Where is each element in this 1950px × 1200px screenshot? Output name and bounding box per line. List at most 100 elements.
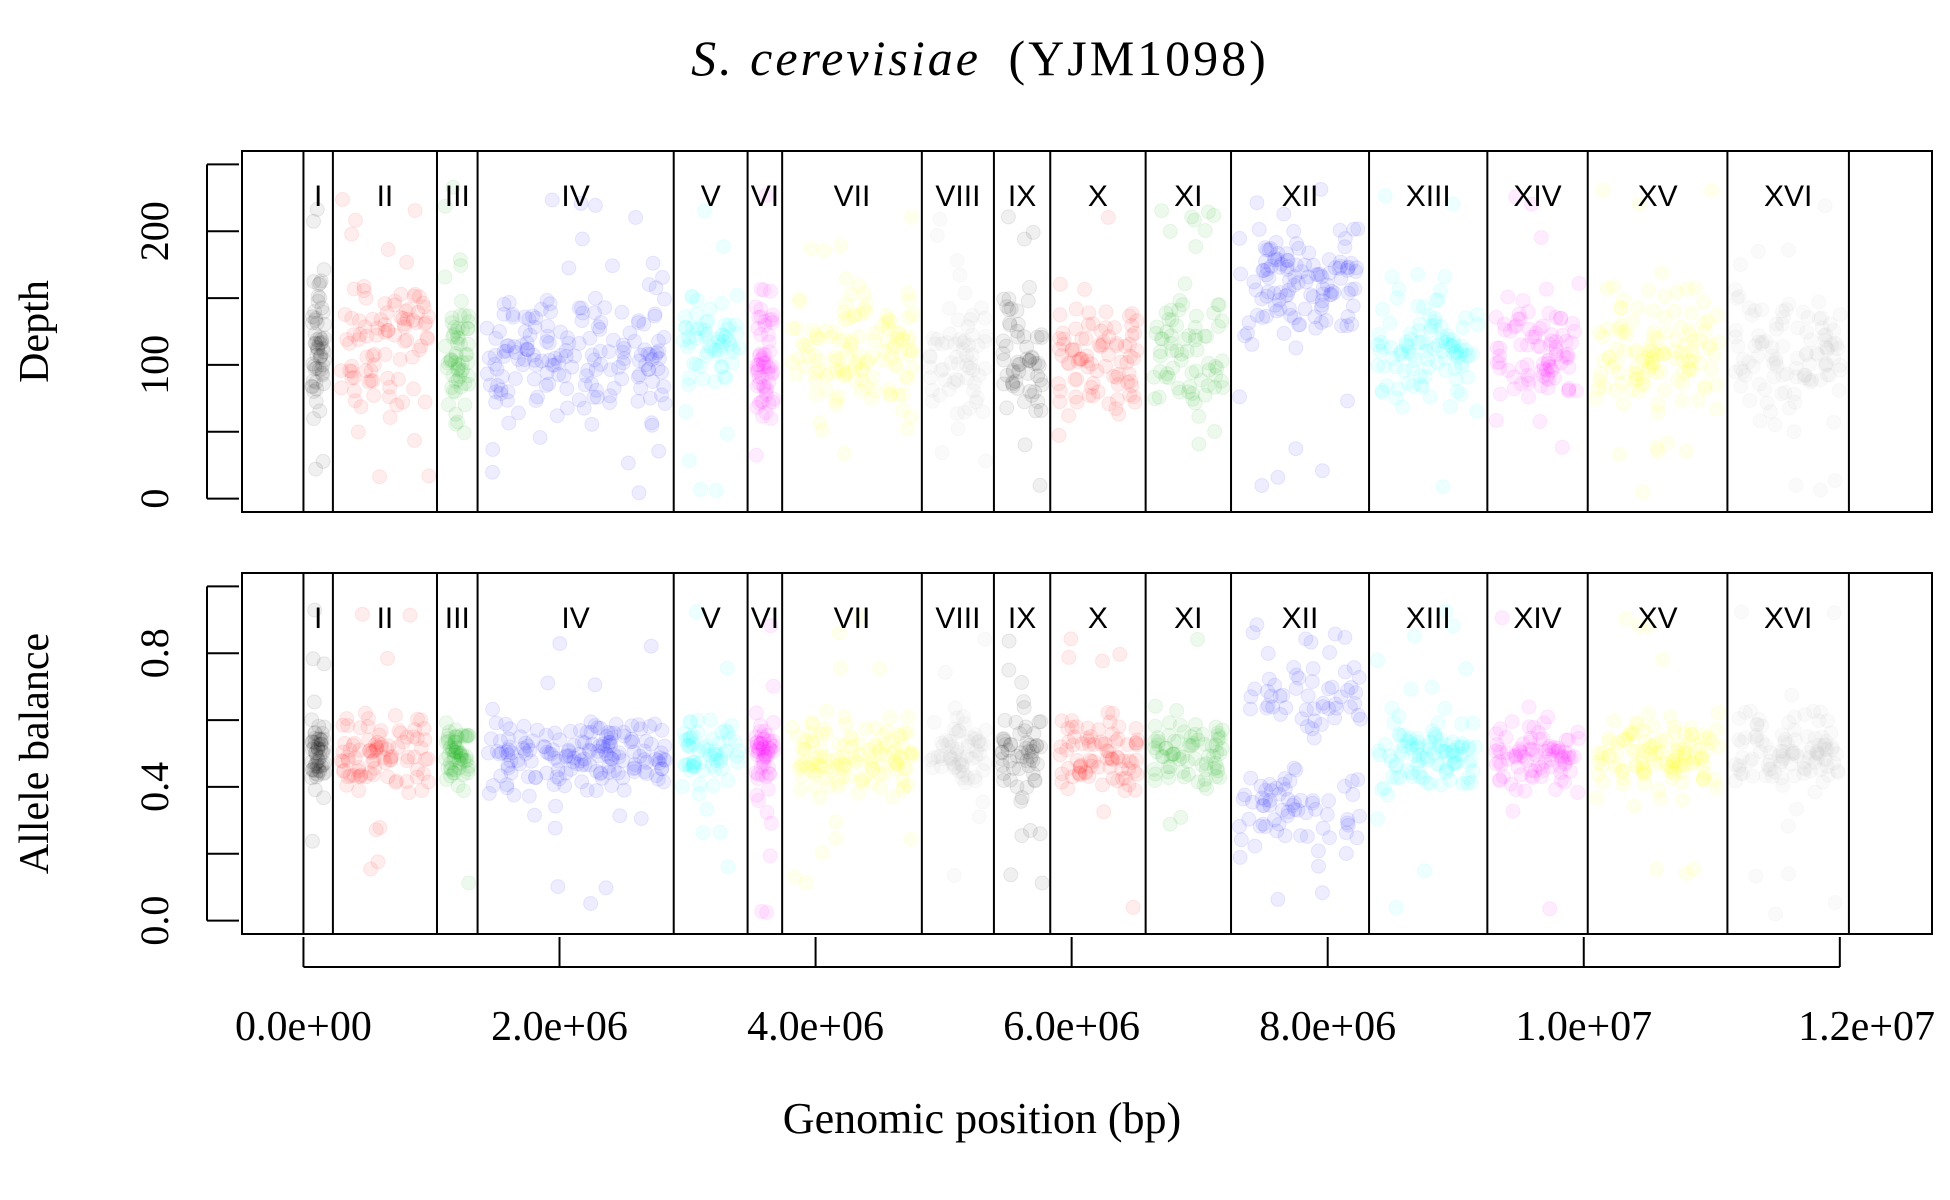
data-point xyxy=(758,769,774,784)
data-point xyxy=(647,306,663,322)
data-point xyxy=(1729,291,1745,306)
allele-balance-points-III xyxy=(438,715,477,891)
data-point xyxy=(540,328,556,344)
data-point xyxy=(1008,714,1024,730)
data-point xyxy=(414,783,430,798)
data-point xyxy=(879,307,895,323)
data-point xyxy=(393,286,409,302)
data-point xyxy=(749,787,765,803)
data-point xyxy=(445,368,461,384)
data-point xyxy=(1831,383,1847,398)
data-point xyxy=(765,678,781,694)
data-point xyxy=(872,661,888,677)
depth-points-X xyxy=(1051,209,1145,443)
data-point xyxy=(306,411,322,427)
data-point xyxy=(808,386,824,402)
chromosome-label-XII: XII xyxy=(1282,602,1319,635)
data-point xyxy=(1708,377,1724,393)
data-point xyxy=(564,359,580,375)
data-point xyxy=(576,400,592,416)
data-point xyxy=(314,365,330,381)
data-point xyxy=(828,814,844,830)
data-point xyxy=(975,794,991,810)
data-point xyxy=(1592,372,1608,388)
data-point xyxy=(1027,773,1043,789)
data-point xyxy=(587,305,602,321)
data-point xyxy=(1563,750,1579,766)
data-point xyxy=(1175,297,1191,313)
data-point xyxy=(488,394,504,410)
data-point xyxy=(632,367,647,383)
data-point xyxy=(1051,376,1067,392)
data-point xyxy=(1709,401,1725,417)
data-point xyxy=(878,315,894,330)
data-point xyxy=(757,314,773,329)
data-point xyxy=(571,392,587,408)
data-point xyxy=(707,342,723,358)
data-point xyxy=(485,464,500,480)
data-point xyxy=(814,845,830,861)
data-point xyxy=(1232,849,1248,865)
data-point xyxy=(1247,681,1263,697)
data-point xyxy=(684,288,700,304)
data-point xyxy=(1613,317,1629,333)
data-point xyxy=(313,336,329,351)
data-point xyxy=(1260,697,1276,713)
data-point xyxy=(304,378,320,394)
data-point xyxy=(784,719,800,735)
data-point xyxy=(420,331,436,347)
data-point xyxy=(539,334,555,350)
data-point xyxy=(1247,838,1263,854)
data-point xyxy=(836,761,852,777)
data-point xyxy=(1031,714,1047,730)
data-point xyxy=(688,306,704,322)
data-point xyxy=(1410,267,1426,282)
data-point xyxy=(494,745,510,761)
data-point xyxy=(751,309,767,325)
data-point xyxy=(707,374,723,390)
data-point xyxy=(573,195,589,211)
data-point xyxy=(588,382,604,398)
data-point xyxy=(1119,355,1135,370)
data-point xyxy=(1818,356,1834,372)
data-point xyxy=(700,313,716,329)
data-point xyxy=(636,316,652,332)
data-point xyxy=(460,321,476,337)
data-point xyxy=(645,255,661,271)
data-point xyxy=(1524,329,1540,345)
data-point xyxy=(445,329,461,345)
data-point xyxy=(759,804,775,820)
data-point xyxy=(586,352,602,368)
data-point xyxy=(310,342,326,358)
data-point xyxy=(597,300,613,316)
data-point xyxy=(1338,846,1354,861)
data-point xyxy=(452,252,468,268)
data-point xyxy=(794,336,810,352)
data-point xyxy=(1747,338,1763,354)
data-point xyxy=(1389,290,1405,306)
data-point xyxy=(587,677,603,693)
data-point xyxy=(1161,715,1177,731)
data-point xyxy=(903,409,919,425)
data-point xyxy=(317,352,333,368)
data-point xyxy=(304,712,320,728)
data-point xyxy=(361,374,377,390)
data-point xyxy=(1388,757,1404,773)
data-point xyxy=(611,359,626,375)
data-point xyxy=(309,360,324,376)
data-point xyxy=(520,341,536,357)
data-point xyxy=(838,297,854,313)
data-point xyxy=(684,289,700,305)
data-point xyxy=(996,766,1012,781)
chromosome-label-VII: VII xyxy=(834,180,871,213)
data-point xyxy=(756,282,772,298)
data-point xyxy=(1809,745,1825,761)
data-point xyxy=(1643,355,1659,371)
data-point xyxy=(444,315,460,331)
data-point xyxy=(1243,701,1258,717)
data-point xyxy=(550,879,566,895)
data-point xyxy=(526,347,541,363)
data-point xyxy=(411,342,427,358)
data-point xyxy=(406,288,422,304)
allele-balance-panel: I II III IV V VI VII VIII IX X XI XII XIII XIV XV XVI 0… xyxy=(12,572,1933,946)
